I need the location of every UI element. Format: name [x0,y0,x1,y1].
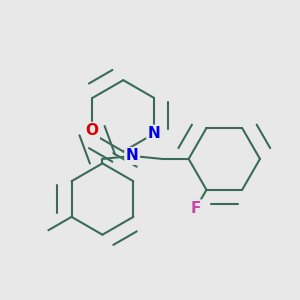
Text: N: N [126,148,139,164]
Text: F: F [190,201,201,216]
Text: O: O [85,123,98,138]
Text: N: N [148,126,161,141]
